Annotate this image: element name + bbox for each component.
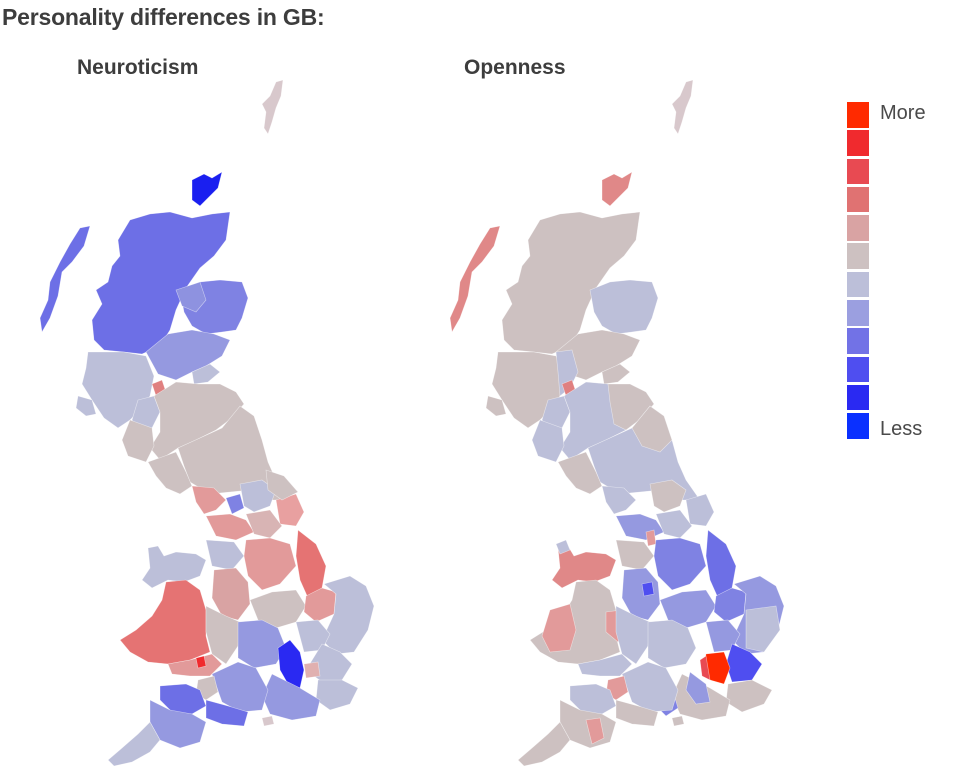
region-somerset [569, 683, 617, 715]
region-south-yorkshire [655, 509, 693, 539]
region-lancashire [601, 485, 637, 515]
region-isle-of-wight [671, 715, 685, 727]
region-western-isles [449, 225, 501, 333]
region-kent [725, 679, 773, 713]
region-gloucestershire [205, 605, 241, 665]
region-lancashire [191, 485, 227, 515]
region-moray [175, 281, 207, 313]
region-perth-angus [145, 329, 231, 381]
region-cardiff [195, 655, 207, 669]
region-west-wales [541, 603, 577, 653]
region-dumfries [531, 419, 565, 463]
region-west-midlands [211, 567, 251, 621]
region-southern-scotland [149, 381, 245, 461]
openness-regions [449, 79, 785, 767]
region-west-midlands [621, 567, 661, 621]
region-somerset [159, 683, 207, 715]
region-islay [485, 395, 507, 417]
legend-swatch-11 [847, 384, 869, 411]
region-east-midlands [243, 537, 297, 591]
region-suffolk [745, 605, 781, 653]
region-dorset [615, 699, 659, 727]
legend-more-label: More [880, 102, 926, 124]
region-north-wales [551, 545, 617, 589]
region-dumfries [121, 419, 155, 463]
region-cornwall [107, 721, 161, 767]
region-west-yorkshire [239, 479, 277, 513]
region-aberdeenshire [589, 279, 659, 335]
region-wiltshire [621, 661, 679, 713]
region-cheshire [205, 539, 245, 571]
region-western-isles [39, 225, 91, 333]
region-wiltshire [211, 661, 269, 713]
legend-swatch-7 [847, 271, 869, 298]
region-west-yorkshire [649, 479, 687, 513]
region-orkney [191, 171, 223, 207]
region-gloucestershire [615, 605, 651, 665]
region-orkney [601, 171, 633, 207]
legend-swatch-6 [847, 243, 869, 269]
legend-swatch-8 [847, 300, 869, 326]
legend-swatch-9 [847, 328, 869, 354]
neuroticism-map-title: Neuroticism [77, 56, 199, 79]
region-east-anglia [321, 575, 375, 655]
region-cumbria [557, 451, 603, 495]
region-dorset [205, 699, 249, 727]
region-lincolnshire [705, 529, 737, 599]
region-east-yorkshire [685, 493, 715, 527]
region-manchester [615, 513, 665, 541]
region-shetland [261, 79, 284, 135]
region-northumberland [631, 405, 673, 453]
region-cheshire [615, 539, 655, 571]
region-thames-valley [277, 639, 305, 689]
region-cornwall [517, 721, 571, 767]
region-east-midlands [653, 537, 707, 591]
region-fife [191, 363, 221, 385]
region-south-wales [577, 653, 633, 677]
region-south-wales [167, 653, 223, 677]
region-fife [601, 363, 631, 385]
region-isle-of-wight [261, 715, 275, 727]
region-devon-pocket [585, 717, 605, 745]
region-anglesey [555, 539, 571, 555]
region-stoke [645, 529, 657, 547]
region-yorkshire-dales [225, 493, 245, 515]
region-london-outer [699, 655, 711, 681]
region-surrey [685, 671, 711, 705]
region-islay [75, 395, 97, 417]
openness-map-title: Openness [464, 56, 566, 79]
region-bucks [647, 619, 697, 669]
legend-swatch-10 [847, 356, 869, 383]
legend-swatch-12 [847, 413, 869, 439]
region-shetland [671, 79, 694, 135]
region-birmingham [641, 581, 655, 597]
neuroticism-regions [39, 79, 375, 767]
region-london [303, 661, 321, 679]
legend-swatch-2 [847, 130, 869, 156]
region-south-yorkshire [245, 509, 283, 539]
legend-swatch-3 [847, 158, 869, 185]
legend-swatch-5 [847, 215, 869, 241]
legend-swatch-4 [847, 186, 869, 213]
region-hertfordshire [705, 619, 741, 653]
region-hertfordshire [295, 619, 331, 653]
legend-less-label: Less [880, 418, 923, 440]
region-north-yorkshire-east [265, 469, 299, 501]
legend-swatch-1 [847, 102, 869, 128]
page-title: Personality differences in GB: [2, 4, 325, 30]
color-legend: More Less [847, 102, 957, 442]
region-north-wales [141, 545, 207, 589]
region-cumbria [147, 451, 193, 495]
